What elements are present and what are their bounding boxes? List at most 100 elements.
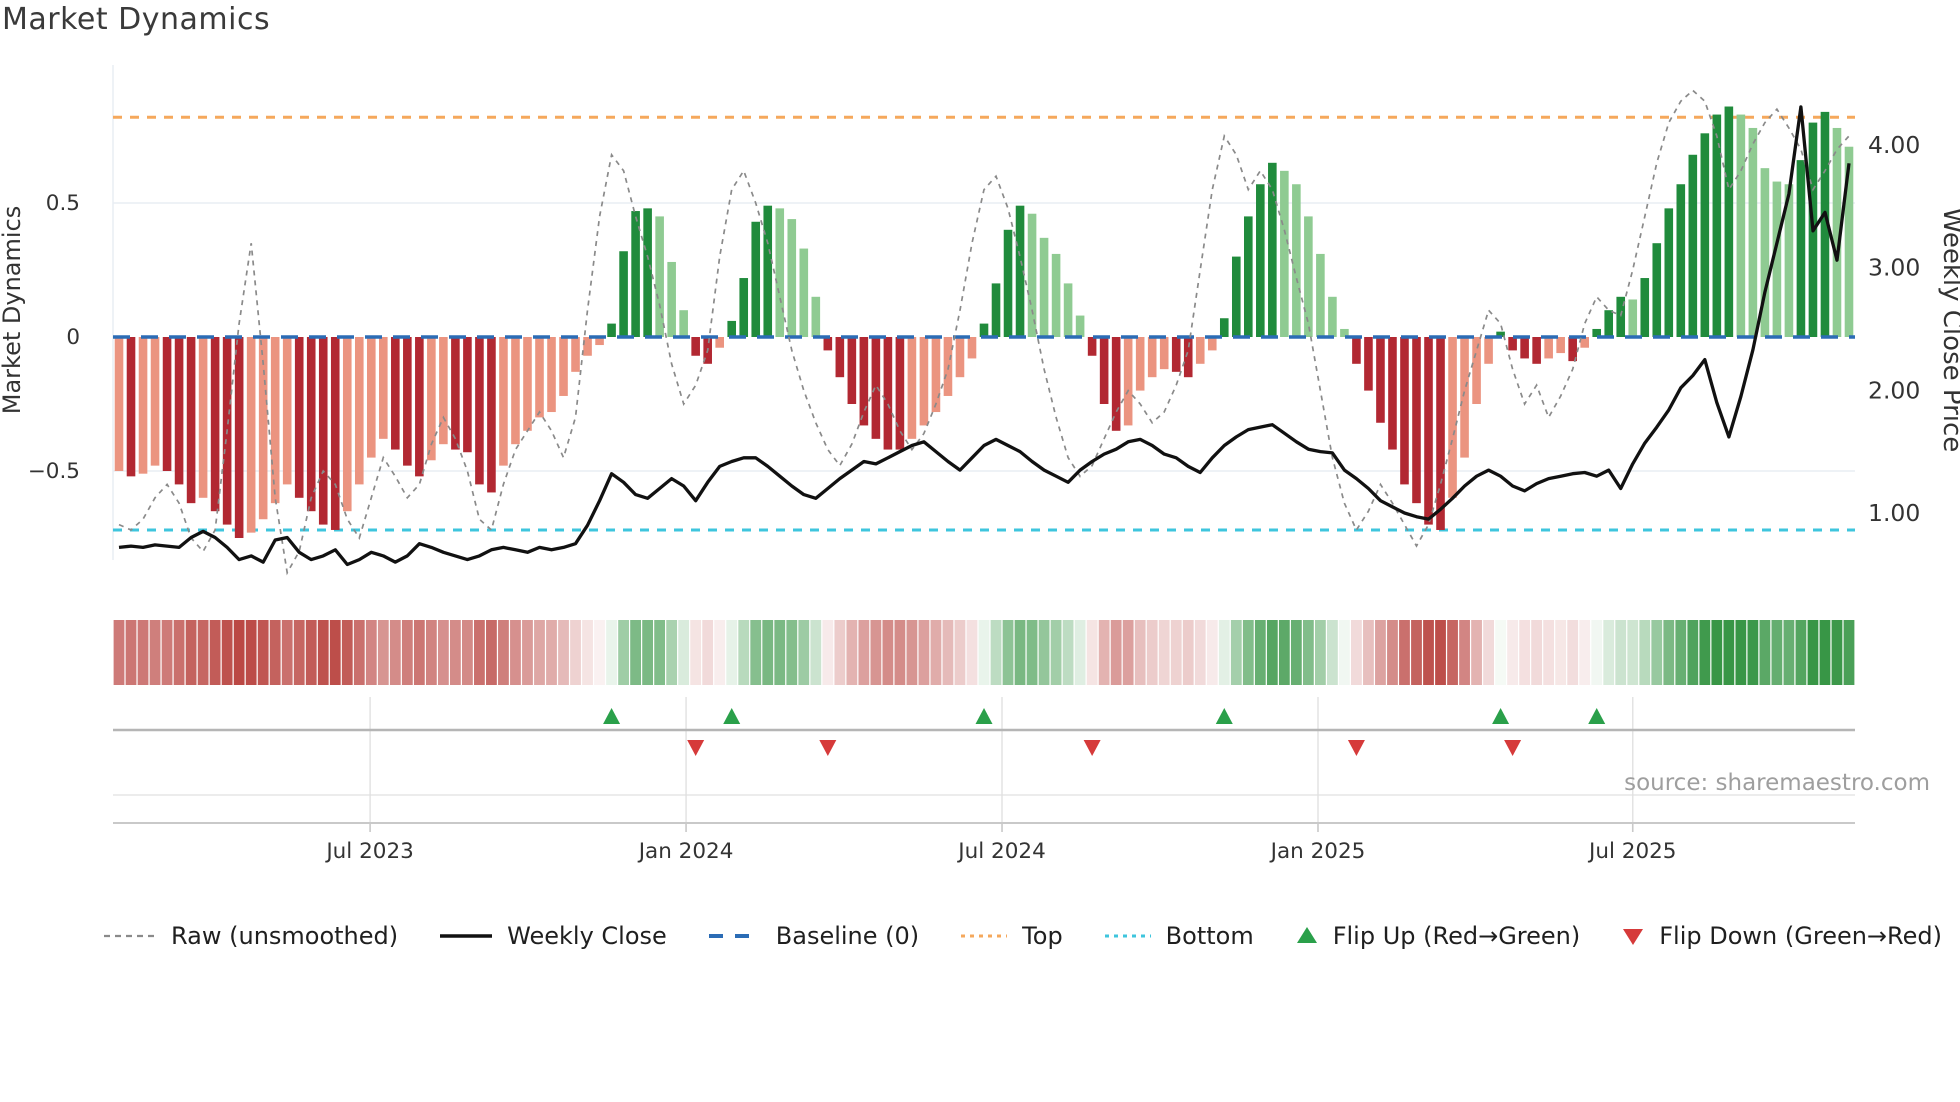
heatmap-cell [546,620,557,685]
right-axis-title: Weekly Close Price [1937,208,1960,453]
heatmap-cell [1314,620,1326,685]
heatmap-cell [1495,620,1506,685]
oscillator-bar [1244,216,1253,337]
oscillator-bar [1652,243,1662,337]
heatmap-cell [437,620,449,685]
heatmap-cell [1110,620,1122,685]
oscillator-bar [511,337,520,445]
oscillator-bar [1640,278,1650,337]
legend-label-baseline: Baseline (0) [775,922,920,950]
oscillator-bar [1003,229,1013,337]
oscillator-bar [523,337,532,431]
oscillator-bar [258,337,268,520]
oscillator-bar [955,337,965,378]
heatmap-cell [498,620,509,685]
oscillator-bar [1039,237,1049,337]
heatmap-cell [618,620,629,685]
market-dynamics-chart: Jul 2023 Jan 2024 Jul 2024 Jan 2025 Jul 2025… [0,65,1960,864]
oscillator-bar [1556,337,1565,354]
oscillator-bar [234,337,244,538]
oscillator-bar [150,337,160,466]
heatmap-cell [389,620,401,685]
oscillator-bar [619,251,628,337]
legend-label-raw: Raw (unsmoothed) [171,922,399,950]
oscillator-bar [1231,256,1241,337]
oscillator-bar [571,337,580,372]
oscillator-bar [1352,337,1361,364]
heatmap-cell [654,620,666,685]
heatmap-cell [858,620,870,685]
legend: Raw (unsmoothed) Weekly Close Baseline (… [102,922,1942,950]
heatmap-cell [1735,620,1747,685]
oscillator-bar [403,337,412,466]
oscillator-bar [883,337,893,450]
baseline-swatch-icon [708,934,761,938]
oscillator-bar [763,205,773,337]
oscillator-bar [174,337,184,485]
heatmap-cell [714,620,726,685]
heatmap-cell [269,620,281,685]
heatmap-cell [1278,620,1290,685]
heatmap-cell [474,620,485,685]
oscillator-bar [1532,337,1541,364]
heatmap-cell [413,620,425,685]
heatmap-cell [750,620,762,685]
heatmap-cell [678,620,690,685]
x-tick-label: Jul 2024 [956,839,1046,864]
heatmap-cell [233,620,245,685]
flip-down-marker [1083,740,1101,756]
oscillator-bar [282,337,292,485]
heatmap-cell [1471,620,1482,685]
source-text: source: sharemaestro.com [1624,770,1930,796]
heatmap-cell [173,620,185,685]
heatmap-cell [846,620,858,685]
legend-item-bottom: Bottom [1103,922,1254,950]
left-tick-label: −0.5 [28,459,80,484]
heatmap-cell [834,620,846,685]
oscillator-bar [787,219,797,337]
oscillator-bar [1712,114,1722,337]
heatmap-cell [1783,620,1795,685]
oscillator-bar [535,337,544,418]
heatmap-cell [1795,620,1807,685]
heatmap-cell [1351,620,1362,685]
oscillator-bar [931,337,941,413]
oscillator-bar [427,337,436,461]
oscillator-bar [1760,168,1770,337]
oscillator-bar [919,337,929,426]
legend-label-flip-up: Flip Up (Red→Green) [1332,922,1581,950]
heatmap-cell [510,620,521,685]
heatmap-cell [966,620,978,685]
oscillator-bar [1268,162,1277,337]
heatmap-cell [257,620,269,685]
oscillator-bar [1316,253,1325,337]
heatmap-cell [1543,620,1555,685]
oscillator-bar [1087,337,1097,356]
oscillator-bar [895,337,905,450]
raw-line [118,89,1850,576]
oscillator-bar [1844,146,1854,337]
oscillator-bar [1436,337,1445,530]
oscillator-bar [210,337,220,512]
oscillator-bar [342,337,352,512]
heatmap-cell [810,620,822,685]
heatmap-cell [1170,620,1182,685]
flip-down-marker [687,740,705,756]
heatmap-cell [1699,620,1711,685]
heatmap-cell [1555,620,1567,685]
oscillator-bar [835,337,845,378]
flip-down-marker [819,740,837,756]
legend-label-bottom: Bottom [1165,922,1254,950]
heatmap-cell [522,620,533,685]
heatmap-cell [702,620,714,685]
oscillator-bar [691,337,700,356]
oscillator-bar [1508,337,1517,351]
flip-up-marker [1492,708,1510,724]
heatmap-cell [1026,620,1038,685]
heatmap-cell [594,620,605,685]
heatmap-cell [798,620,810,685]
heatmap-cell [1062,620,1074,685]
x-tick-label: Jul 2023 [324,839,414,864]
oscillator-bar [1736,114,1746,337]
heatmap-cell [149,620,161,685]
